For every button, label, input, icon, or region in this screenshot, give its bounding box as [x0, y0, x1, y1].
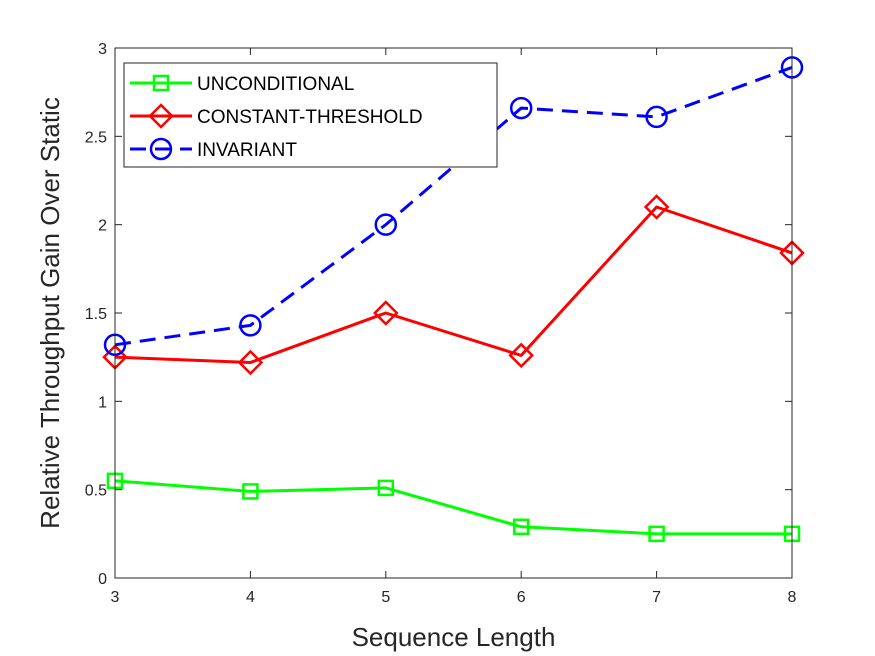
x-tick-label: 4 — [246, 589, 255, 606]
x-tick-label: 8 — [788, 589, 797, 606]
legend: UNCONDITIONAL CONSTANT-THRESHOLD INVARIANT — [123, 62, 498, 168]
data-point-circle — [239, 314, 262, 337]
data-point-square — [512, 518, 530, 536]
y-tick-label: 1.5 — [85, 306, 107, 323]
y-tick-label: 0 — [98, 571, 107, 588]
y-axis-label: Relative Throughput Gain Over Static — [35, 97, 65, 529]
data-point-circle — [509, 96, 533, 120]
legend-marker-diamond — [148, 103, 174, 129]
series-layer — [102, 56, 805, 543]
legend-label: UNCONDITIONAL — [197, 74, 354, 95]
legend-marker-square — [152, 74, 170, 92]
legend-entry-0: UNCONDITIONAL — [130, 74, 354, 95]
series-line — [114, 66, 793, 347]
series-line — [114, 205, 793, 364]
data-point-square — [242, 483, 259, 500]
axes-layer: 3 4 5 6 7 8 0 0.5 1 1.5 2 2.5 3 — [85, 41, 797, 606]
y-tick-label: 0.5 — [85, 483, 107, 500]
y-tick-label: 3 — [98, 41, 107, 58]
data-point-diamond — [373, 300, 399, 326]
y-tick-label: 2 — [98, 218, 107, 235]
legend-label: CONSTANT-THRESHOLD — [197, 107, 423, 128]
data-point-circle — [645, 105, 668, 129]
y-tick-label: 1 — [98, 394, 107, 411]
legend-entry-2: INVARIANT — [130, 137, 297, 161]
legend-entry-1: CONSTANT-THRESHOLD — [130, 103, 423, 129]
legend-label: INVARIANT — [197, 140, 297, 161]
legend-marker-circle — [149, 137, 173, 161]
series-line — [114, 479, 792, 536]
data-point-diamond — [643, 194, 670, 220]
x-axis-label: Sequence Length — [352, 622, 556, 652]
series-0 — [106, 472, 801, 543]
x-tick-label: 6 — [517, 589, 526, 606]
x-tick-label: 7 — [652, 589, 661, 606]
x-tick-label: 5 — [381, 589, 390, 606]
data-point-square — [648, 525, 665, 543]
data-point-diamond — [237, 349, 264, 376]
y-tick-label: 2.5 — [85, 129, 107, 146]
data-point-diamond — [508, 342, 534, 369]
x-tick-label: 3 — [111, 589, 120, 606]
data-point-circle — [374, 213, 398, 236]
data-point-square — [377, 479, 395, 497]
